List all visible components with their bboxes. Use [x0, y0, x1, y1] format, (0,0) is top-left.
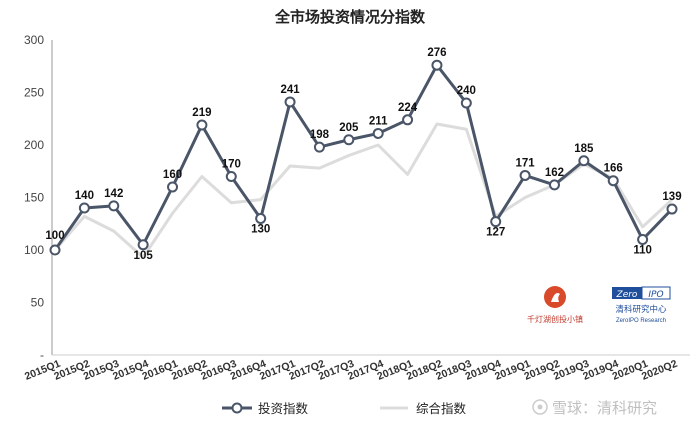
data-point-invest: [460, 97, 472, 109]
data-label-invest: 142: [104, 188, 123, 200]
zero-box: [612, 287, 642, 299]
data-point-invest: [137, 239, 149, 251]
legend-marker-invest: [231, 402, 243, 414]
zeroipo-logo: Zero IPO 清科研究中心 ZeroIPO Research: [612, 286, 671, 324]
data-point-invest: [49, 244, 61, 256]
data-label-invest: 162: [545, 167, 564, 179]
data-point-invest: [372, 127, 384, 139]
ipo-box: [641, 286, 671, 300]
data-point-invest: [78, 202, 90, 214]
data-label-invest: 139: [662, 191, 681, 203]
data-point-invest: [490, 216, 502, 228]
data-point-invest: [196, 119, 208, 131]
data-label-invest: 211: [369, 115, 388, 127]
data-point-invest: [548, 179, 560, 191]
y-tick-label: 200: [24, 138, 44, 152]
data-label-invest: 110: [633, 245, 652, 257]
chart-title: 全市场投资情况分指数: [274, 8, 426, 26]
y-tick-label: -: [40, 348, 44, 362]
flame-inner-icon: [551, 293, 560, 302]
data-point-invest: [666, 203, 678, 215]
data-point-invest: [431, 59, 443, 71]
y-tick-label: 100: [24, 243, 44, 257]
data-label-invest: 166: [604, 163, 623, 175]
data-point-invest: [284, 96, 296, 108]
data-label-invest: 198: [310, 129, 330, 141]
zero-text: Zero: [616, 290, 638, 300]
data-label-invest: 240: [457, 85, 476, 97]
data-point-invest: [343, 134, 355, 146]
data-label-invest: 185: [574, 143, 594, 155]
data-label-invest: 219: [192, 107, 211, 119]
zeroipo-sub: ZeroIPO Research: [616, 318, 666, 324]
series-layer: [49, 59, 678, 259]
data-label-invest: 130: [251, 224, 270, 236]
data-label-invest: 205: [339, 122, 359, 134]
y-tick-label: 250: [24, 86, 44, 100]
data-label-invest: 224: [398, 102, 418, 114]
data-label-invest: 170: [222, 159, 241, 171]
data-labels: 100 140 142 105 160 219 170 130 241 198 205 211 224 2…: [45, 47, 681, 262]
data-label-invest: 127: [486, 227, 505, 239]
legend: 投资指数 综合指数: [222, 401, 467, 416]
data-label-invest: 171: [516, 157, 536, 169]
data-label-invest: 140: [75, 190, 94, 202]
data-label-invest: 105: [134, 250, 154, 262]
data-point-invest: [607, 175, 619, 187]
ipo-text: IPO: [648, 290, 663, 300]
legend-label-invest: 投资指数: [258, 401, 309, 416]
qiandenghu-caption: 千灯湖创投小镇: [527, 314, 583, 324]
zeroipo-caption: 清科研究中心: [615, 304, 667, 315]
watermark: 雪球：清科研究: [532, 399, 657, 417]
data-point-invest: [313, 141, 325, 153]
y-tick-label: 50: [31, 296, 45, 310]
y-tick-label: 150: [24, 191, 44, 205]
data-point-invest: [402, 114, 414, 126]
legend-item-invest: 投资指数: [222, 401, 309, 416]
y-tick-label: 300: [24, 33, 44, 47]
data-label-invest: 276: [427, 47, 446, 59]
data-point-invest: [637, 234, 649, 245]
data-label-invest: 160: [163, 169, 182, 181]
data-point-invest: [108, 200, 120, 212]
data-point-invest: [578, 155, 590, 167]
watermark-text: 雪球：清科研究: [552, 399, 657, 417]
data-point-invest: [255, 213, 267, 224]
series-line-invest: [53, 63, 674, 251]
legend-label-composite: 综合指数: [416, 401, 467, 416]
data-label-invest: 241: [280, 84, 300, 96]
legend-item-composite: 综合指数: [380, 401, 467, 416]
snowball-icon: [532, 399, 548, 415]
data-point-invest: [167, 181, 179, 193]
qiandenghu-logo: 千灯湖创投小镇: [527, 286, 583, 324]
x-tick-labels: 2015Q12015Q22015Q32015Q42016Q12016Q22016…: [23, 358, 679, 383]
data-point-invest: [519, 169, 531, 181]
data-label-invest: 100: [45, 230, 64, 242]
snowball-icon-core: [537, 404, 543, 410]
data-point-invest: [225, 171, 237, 182]
y-tick-labels: - 50 100 150 200 250 300: [24, 33, 44, 362]
